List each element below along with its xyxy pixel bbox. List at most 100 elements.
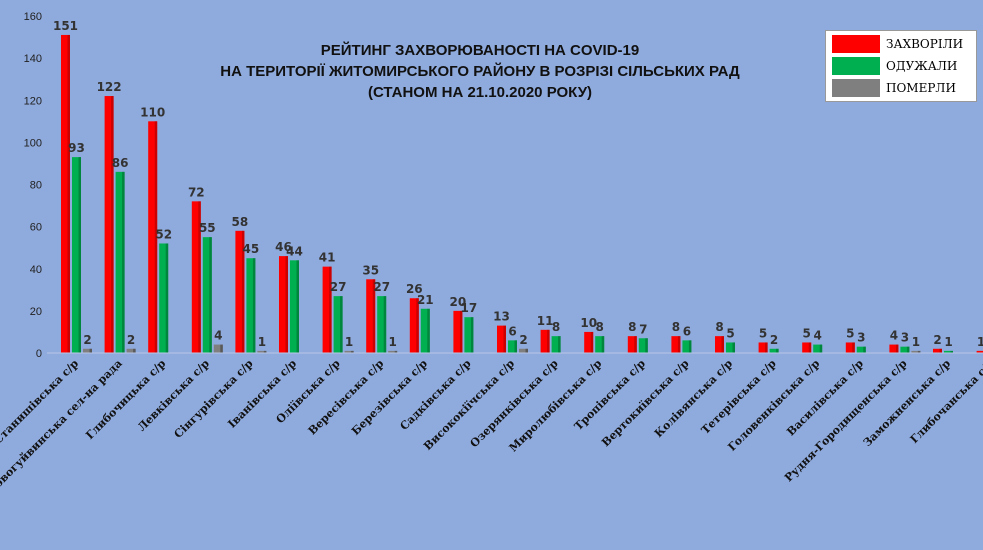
bar: [726, 342, 735, 353]
bar-shade: [383, 296, 387, 353]
bar: [976, 350, 983, 353]
data-label: 27: [330, 280, 347, 294]
bar: [627, 336, 637, 353]
bar: [290, 260, 299, 353]
bar-shade: [416, 298, 419, 353]
legend-swatch-infected: [832, 35, 880, 53]
data-label: 8: [596, 320, 604, 334]
data-label: 5: [803, 326, 811, 340]
bar: [769, 348, 779, 353]
data-label: 122: [97, 80, 122, 94]
data-label: 7: [639, 322, 647, 336]
bar-shade: [351, 350, 354, 353]
bar: [409, 298, 419, 353]
bar: [148, 121, 158, 353]
bar: [944, 350, 953, 353]
data-label: 2: [519, 333, 527, 347]
data-label: 55: [199, 221, 216, 235]
y-tick-label: 0: [36, 348, 42, 360]
data-label: 5: [846, 326, 854, 340]
x-category-label: Вересівська с/р: [306, 357, 387, 438]
data-label: 45: [243, 242, 260, 256]
bar: [202, 237, 212, 353]
y-tick-label: 160: [24, 11, 42, 23]
bar-shade: [906, 346, 910, 353]
data-label: 52: [155, 227, 172, 241]
bar-shade: [917, 350, 921, 353]
bar-shade: [688, 340, 692, 353]
legend-item-recovered: ОДУЖАЛИ: [832, 56, 957, 76]
bar: [159, 243, 169, 353]
x-category-label: Березівська с/р: [349, 357, 430, 438]
bar-shade: [503, 325, 506, 353]
data-label: 86: [112, 156, 129, 170]
bar: [551, 336, 561, 353]
bar-shade: [198, 201, 201, 353]
bar-shade: [721, 336, 724, 353]
data-label: 20: [450, 295, 467, 309]
bar-shade: [296, 260, 299, 353]
y-tick-label: 100: [24, 137, 42, 149]
data-label: 2: [83, 333, 91, 347]
x-category-label: Заможненська с/р: [861, 357, 954, 450]
bar: [235, 230, 245, 353]
bar: [584, 331, 594, 353]
data-label: 1: [912, 335, 920, 349]
chart-title-line-3: (СТАНОМ НА 21.10.2020 РОКУ): [367, 84, 593, 101]
x-category-label: Колівянська с/р: [652, 357, 735, 440]
bar: [388, 350, 398, 353]
bar-shade: [394, 350, 398, 353]
data-label: 151: [53, 19, 78, 33]
data-label: 93: [68, 141, 85, 155]
x-category-label: Василівська с/р: [784, 357, 866, 439]
x-category-label: Тетерівська с/р: [699, 357, 779, 437]
bar-shade: [252, 258, 256, 353]
bar: [279, 256, 288, 353]
bar-shade: [263, 350, 267, 353]
bar-shade: [89, 348, 92, 353]
bar: [519, 348, 528, 353]
x-category-label: Сінгурівська с/р: [172, 357, 256, 441]
bar-shade: [459, 310, 463, 353]
bar-shade: [67, 34, 70, 354]
bar: [322, 266, 332, 353]
data-label: 4: [214, 329, 222, 343]
data-label: 5: [759, 326, 767, 340]
bar: [464, 317, 474, 353]
bar-shade: [765, 342, 768, 353]
bar-shade: [329, 266, 332, 353]
bar: [344, 350, 354, 353]
bar-shade: [372, 279, 376, 353]
bar-shade: [525, 348, 528, 353]
data-label: 4: [814, 329, 822, 343]
bar-shade: [165, 243, 169, 353]
data-label: 6: [683, 324, 691, 338]
data-label: 2: [933, 333, 941, 347]
bar: [671, 336, 681, 353]
legend-swatch-died: [832, 79, 880, 97]
bar-shade: [645, 338, 648, 353]
bar: [333, 296, 343, 353]
x-category-label: Глибочицька с/р: [83, 357, 168, 442]
bar: [540, 329, 550, 353]
bar: [911, 350, 921, 353]
y-tick-label: 60: [30, 222, 42, 234]
bar: [366, 279, 376, 353]
bar-shade: [220, 344, 223, 353]
data-label: 26: [406, 282, 423, 296]
data-label: 2: [770, 333, 778, 347]
bar: [72, 157, 81, 353]
data-label: 11: [537, 314, 554, 328]
bar: [758, 342, 768, 353]
data-label: 27: [373, 280, 390, 294]
bar: [213, 344, 223, 353]
bar-shade: [950, 350, 953, 353]
data-label: 72: [188, 185, 205, 199]
legend-item-infected: ЗАХВОРІЛИ: [832, 34, 963, 54]
bar: [61, 34, 70, 354]
data-label: 4: [890, 329, 898, 343]
chart-legend: ЗАХВОРІЛИ ОДУЖАЛИ ПОМЕРЛИ: [825, 30, 977, 102]
chart-title: РЕЙТИНГ ЗАХВОРЮВАНОСТІ НА COVID-19 НА ТЕ…: [200, 40, 760, 103]
data-label: 1: [944, 335, 952, 349]
